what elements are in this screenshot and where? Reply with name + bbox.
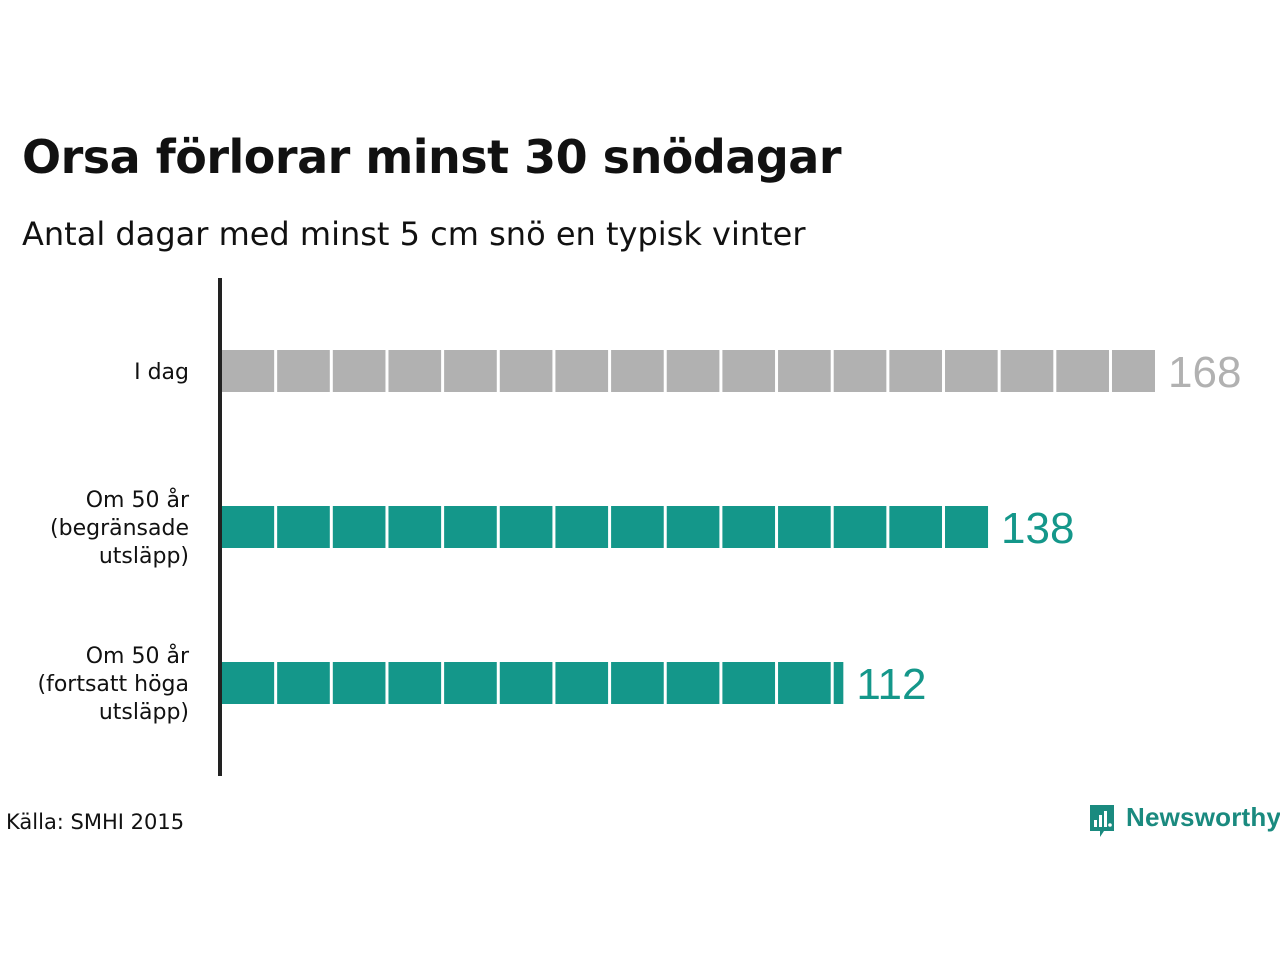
bar-segment-divider xyxy=(663,506,667,548)
bar-segment-divider xyxy=(385,506,389,548)
bar xyxy=(220,506,989,548)
bar-segment-divider xyxy=(942,506,946,548)
bar-segment-divider xyxy=(775,350,779,392)
bar-segment-divider xyxy=(496,662,500,704)
bar-segment-divider xyxy=(608,662,612,704)
bar-segment-divider xyxy=(830,350,834,392)
bar-segment-divider xyxy=(608,506,612,548)
bar-segment-divider xyxy=(997,350,1001,392)
bar-segment-divider xyxy=(329,662,333,704)
bar-segment-divider xyxy=(775,506,779,548)
bar-value-label: 168 xyxy=(1168,348,1241,397)
bar-segment-divider xyxy=(329,350,333,392)
bar-segment-divider xyxy=(1053,350,1057,392)
category-label: Om 50 år xyxy=(86,487,190,513)
bar-segment-divider xyxy=(441,506,445,548)
bar-segment-divider xyxy=(385,350,389,392)
category-label: (fortsatt höga xyxy=(38,672,190,697)
bar-segment-divider xyxy=(775,662,779,704)
bar-segment-divider xyxy=(719,350,723,392)
category-label: (begränsade xyxy=(50,516,189,541)
bar-segment-divider xyxy=(552,506,556,548)
source-note: Källa: SMHI 2015 xyxy=(6,810,185,834)
bar-segment-divider xyxy=(830,662,834,704)
category-label: utsläpp) xyxy=(99,700,189,725)
bar-segment-divider xyxy=(608,350,612,392)
bar-segment-divider xyxy=(274,662,278,704)
bar-segment-divider xyxy=(1108,350,1112,392)
bar-segment-divider xyxy=(663,350,667,392)
bar xyxy=(220,350,1155,392)
bar-segment-divider xyxy=(886,350,890,392)
bar-segment-divider xyxy=(886,506,890,548)
bar-segment-divider xyxy=(385,662,389,704)
chart-subtitle: Antal dagar med minst 5 cm snö en typisk… xyxy=(22,215,806,253)
chart-title: Orsa förlorar minst 30 snödagar xyxy=(22,130,842,184)
bar-group: 138 Om 50 år (begränsade utsläpp) xyxy=(50,487,1074,569)
bar-segment-divider xyxy=(496,506,500,548)
bar-group: 168 I dag xyxy=(134,348,1241,397)
category-label: Om 50 år xyxy=(86,643,190,669)
bar-group: 112 Om 50 år (fortsatt höga utsläpp) xyxy=(38,643,927,725)
bar-segment-divider xyxy=(942,350,946,392)
bar-segment-divider xyxy=(496,350,500,392)
bar xyxy=(220,662,844,704)
bar-segment-divider xyxy=(552,662,556,704)
bar-segment-divider xyxy=(274,350,278,392)
bar-value-label: 138 xyxy=(1001,504,1074,553)
bar-segment-divider xyxy=(663,662,667,704)
bar-segment-divider xyxy=(441,350,445,392)
category-label: I dag xyxy=(134,360,189,385)
newsworthy-logo-text: Newsworthy xyxy=(1126,801,1280,832)
bar-segment-divider xyxy=(329,506,333,548)
category-label: utsläpp) xyxy=(99,544,189,569)
bar-segment-divider xyxy=(719,506,723,548)
bar-segment-divider xyxy=(441,662,445,704)
bar-value-label: 112 xyxy=(856,660,926,709)
newsworthy-logo-icon xyxy=(1090,805,1114,837)
bar-segment-divider xyxy=(719,662,723,704)
bar-segment-divider xyxy=(830,506,834,548)
bar-segment-divider xyxy=(552,350,556,392)
newsworthy-logo: Newsworthy xyxy=(1088,801,1280,839)
bar-segment-divider xyxy=(274,506,278,548)
